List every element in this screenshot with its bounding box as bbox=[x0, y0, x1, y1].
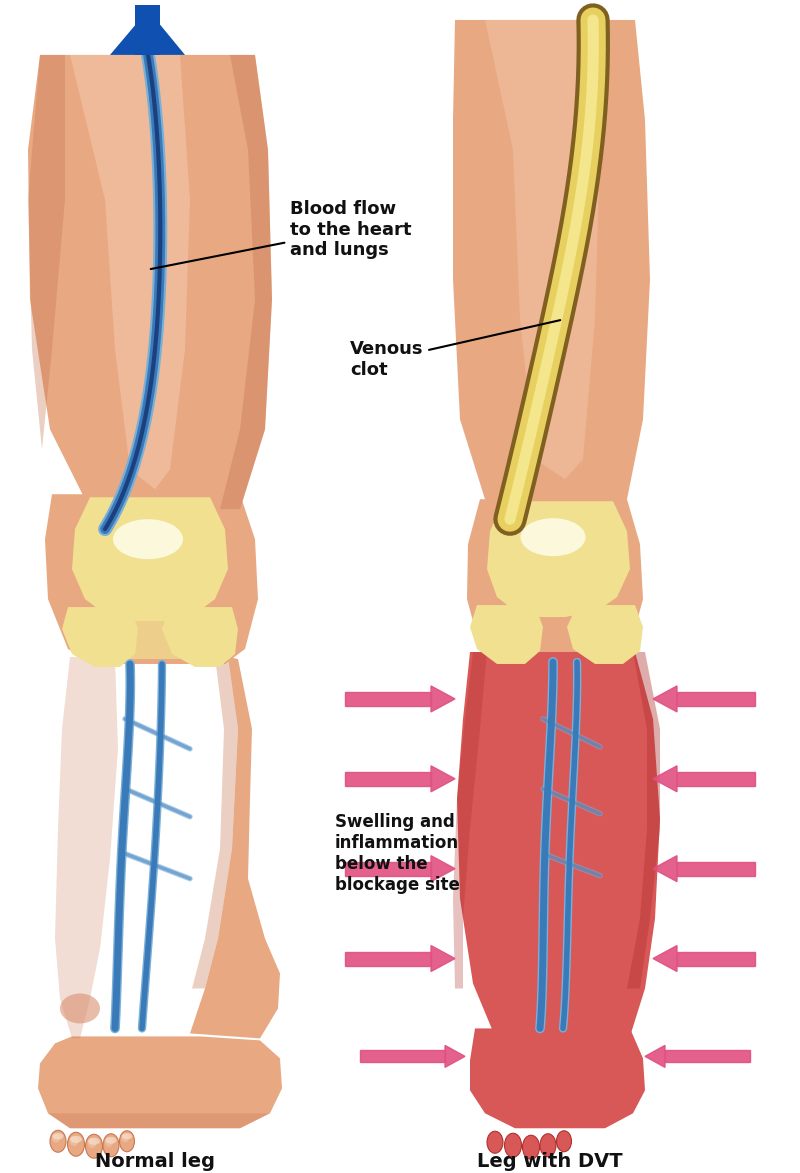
Polygon shape bbox=[645, 1045, 665, 1067]
Polygon shape bbox=[487, 501, 630, 617]
Polygon shape bbox=[470, 1029, 645, 1128]
Polygon shape bbox=[467, 500, 643, 662]
Ellipse shape bbox=[52, 1134, 60, 1143]
Polygon shape bbox=[360, 1050, 445, 1063]
Polygon shape bbox=[45, 494, 258, 664]
Polygon shape bbox=[48, 1113, 270, 1128]
Polygon shape bbox=[110, 11, 185, 55]
Polygon shape bbox=[431, 766, 455, 792]
Ellipse shape bbox=[88, 1139, 96, 1148]
Polygon shape bbox=[431, 686, 455, 712]
Polygon shape bbox=[567, 605, 643, 664]
Ellipse shape bbox=[105, 1138, 113, 1147]
Ellipse shape bbox=[122, 1134, 129, 1143]
Ellipse shape bbox=[103, 1134, 119, 1157]
Polygon shape bbox=[345, 772, 431, 786]
Polygon shape bbox=[162, 608, 238, 667]
Text: Venous
clot: Venous clot bbox=[350, 320, 560, 379]
Polygon shape bbox=[220, 55, 272, 509]
Polygon shape bbox=[470, 605, 543, 664]
Polygon shape bbox=[665, 1050, 750, 1063]
Ellipse shape bbox=[540, 1134, 556, 1157]
Text: Swelling and
inflammation
below the
blockage site: Swelling and inflammation below the bloc… bbox=[335, 814, 460, 894]
Ellipse shape bbox=[122, 1133, 132, 1139]
Polygon shape bbox=[677, 692, 755, 706]
Ellipse shape bbox=[86, 1134, 102, 1158]
Ellipse shape bbox=[505, 1133, 522, 1158]
Ellipse shape bbox=[60, 994, 100, 1023]
Polygon shape bbox=[453, 20, 650, 520]
Polygon shape bbox=[70, 55, 190, 489]
Ellipse shape bbox=[119, 1131, 134, 1152]
Polygon shape bbox=[677, 772, 755, 786]
Polygon shape bbox=[431, 945, 455, 971]
Ellipse shape bbox=[70, 1135, 82, 1143]
Polygon shape bbox=[453, 652, 487, 989]
Ellipse shape bbox=[557, 1131, 571, 1152]
Text: Blood flow
to the heart
and lungs: Blood flow to the heart and lungs bbox=[150, 199, 411, 269]
Polygon shape bbox=[485, 20, 600, 480]
Polygon shape bbox=[677, 862, 755, 876]
Ellipse shape bbox=[50, 1131, 66, 1152]
Polygon shape bbox=[62, 608, 138, 667]
Polygon shape bbox=[653, 855, 677, 882]
Polygon shape bbox=[192, 657, 238, 989]
Polygon shape bbox=[677, 951, 755, 965]
Polygon shape bbox=[55, 657, 118, 1038]
Polygon shape bbox=[345, 862, 431, 876]
Polygon shape bbox=[135, 5, 160, 55]
Polygon shape bbox=[653, 945, 677, 971]
Polygon shape bbox=[345, 951, 431, 965]
Polygon shape bbox=[345, 692, 431, 706]
Polygon shape bbox=[457, 652, 660, 1037]
Ellipse shape bbox=[88, 1138, 100, 1145]
Polygon shape bbox=[653, 686, 677, 712]
Ellipse shape bbox=[113, 520, 183, 560]
Polygon shape bbox=[627, 652, 660, 989]
Ellipse shape bbox=[487, 1131, 503, 1153]
Ellipse shape bbox=[521, 518, 586, 556]
Text: Normal leg: Normal leg bbox=[95, 1152, 215, 1171]
Polygon shape bbox=[72, 497, 228, 621]
Polygon shape bbox=[653, 766, 677, 792]
Polygon shape bbox=[95, 617, 205, 659]
Polygon shape bbox=[28, 55, 272, 524]
Ellipse shape bbox=[106, 1137, 117, 1144]
Polygon shape bbox=[431, 855, 455, 882]
Polygon shape bbox=[70, 657, 280, 1038]
Ellipse shape bbox=[522, 1135, 539, 1159]
Polygon shape bbox=[28, 55, 65, 449]
Ellipse shape bbox=[70, 1137, 78, 1146]
Ellipse shape bbox=[67, 1132, 85, 1157]
Polygon shape bbox=[38, 1037, 282, 1128]
Ellipse shape bbox=[53, 1133, 64, 1139]
Polygon shape bbox=[445, 1045, 465, 1067]
Text: Leg with DVT: Leg with DVT bbox=[477, 1152, 623, 1171]
